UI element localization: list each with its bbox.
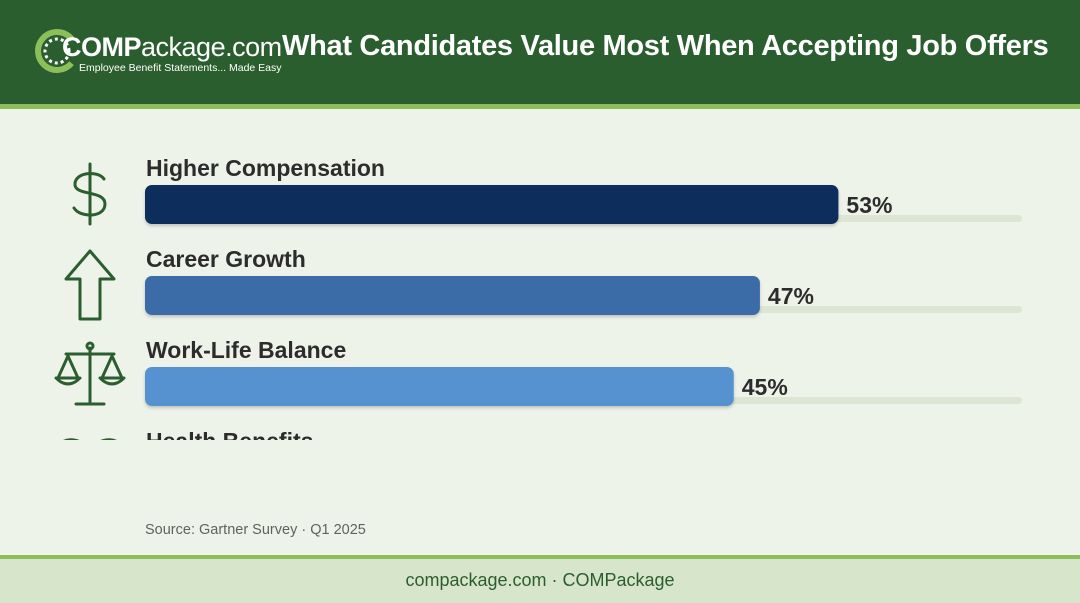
category-label: Higher Compensation: [146, 155, 385, 181]
logo-mark-icon: [35, 29, 79, 73]
logo-wordmark-bold: OMP: [81, 32, 142, 62]
bar-chart: Higher Compensation 53% Career Growth 47% Wo…: [54, 155, 1022, 440]
value-label: 47%: [768, 283, 814, 309]
bar: [145, 276, 760, 315]
category-label: Health Benefits: [146, 428, 313, 440]
header-divider: [0, 104, 1080, 109]
logo-wordmark-light: ackage.com: [141, 32, 282, 62]
source-note: Source: Gartner Survey · Q1 2025: [145, 522, 366, 538]
value-label: 45%: [742, 374, 788, 400]
logo-wordmark: COMPackage.com: [62, 32, 282, 63]
compackage-logo[interactable]: COMPackage.com Employee Benefit Statemen…: [34, 28, 282, 78]
arrow-up-icon: [64, 249, 116, 321]
value-label: 53%: [846, 192, 892, 218]
header-bar: COMPackage.com Employee Benefit Statemen…: [0, 0, 1080, 104]
bar: [145, 185, 839, 224]
category-label: Work-Life Balance: [146, 337, 346, 363]
dollar-icon: [72, 162, 107, 226]
bar: [145, 367, 734, 406]
logo-tagline: Employee Benefit Statements... Made Easy: [79, 62, 282, 74]
footer-text[interactable]: compackage.com · COMPackage: [405, 570, 675, 590]
scale-icon: [54, 341, 126, 406]
footer-divider: [0, 555, 1080, 559]
chart-title: What Candidates Value Most When Acceptin…: [282, 30, 1049, 62]
logo-c: C: [62, 32, 82, 62]
footer-bar: compackage.com · COMPackage: [0, 559, 1080, 603]
category-label: Career Growth: [146, 246, 306, 272]
